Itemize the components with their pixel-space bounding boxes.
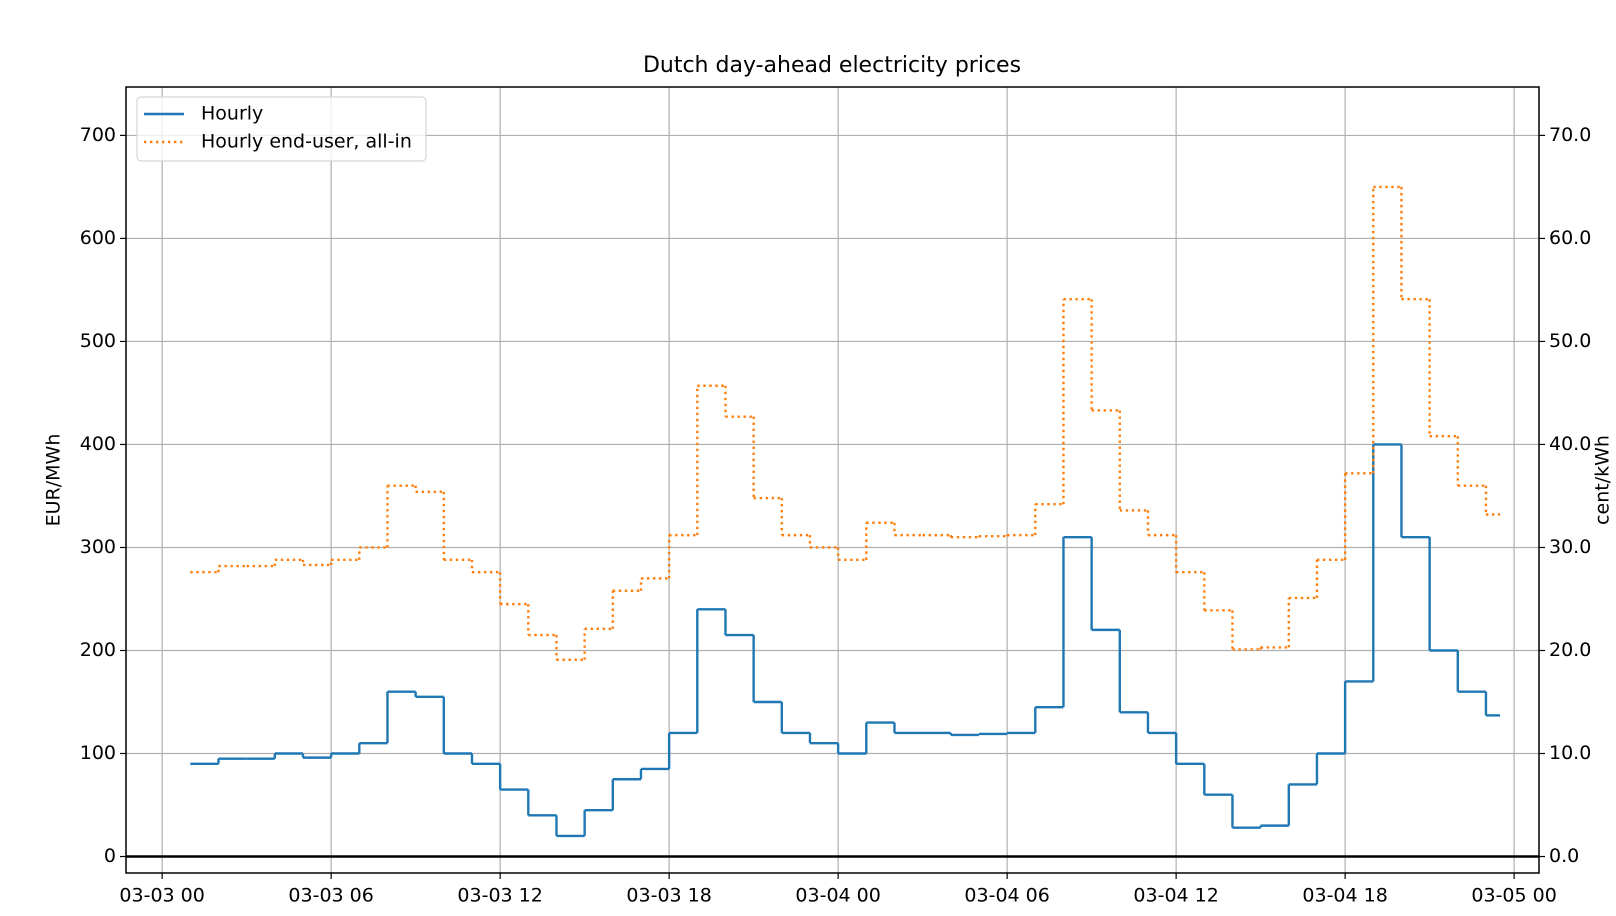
y-tick-label: 400 (80, 433, 116, 455)
y-tick-label: 600 (80, 227, 116, 249)
legend-label: Hourly end-user, all-in (201, 131, 412, 153)
y2-tick-label: 40.0 (1549, 433, 1591, 455)
legend-box (136, 96, 427, 162)
legend-label: Hourly (201, 103, 263, 125)
x-tick-label: 03-04 12 (1133, 885, 1218, 907)
legend: Hourly Hourly end-user, all-in (136, 96, 427, 162)
x-tick-label: 03-04 06 (964, 885, 1049, 907)
x-tick-label: 03-05 00 (1471, 885, 1556, 907)
chart-title: Dutch day-ahead electricity prices (643, 53, 1021, 78)
y2-tick-label: 0.0 (1549, 845, 1579, 867)
y-tick-label: 700 (80, 124, 116, 146)
y2-tick-label: 30.0 (1549, 536, 1591, 558)
y-tick-label: 200 (80, 639, 116, 661)
series (190, 443, 1501, 838)
y-tick-label: 500 (80, 330, 116, 352)
y2-tick-label: 10.0 (1549, 742, 1591, 764)
y-tick-label: 0 (104, 845, 116, 867)
y2-tick-label: 50.0 (1549, 330, 1591, 352)
x-tick-label: 03-03 06 (288, 885, 373, 907)
x-tick-label: 03-04 00 (795, 885, 880, 907)
y-axis-label: EUR/MWh (43, 434, 65, 527)
y-tick-label: 100 (80, 742, 116, 764)
y2-tick-label: 60.0 (1549, 227, 1591, 249)
x-tick-label: 03-03 00 (119, 885, 204, 907)
y2-tick-label: 20.0 (1549, 639, 1591, 661)
y2-axis-label: cent/kWh (1592, 435, 1614, 525)
plot-frame (125, 86, 1540, 874)
series (190, 185, 1501, 661)
x-tick-label: 03-03 18 (626, 885, 711, 907)
x-tick-label: 03-03 12 (457, 885, 542, 907)
y-tick-label: 300 (80, 536, 116, 558)
x-tick-label: 03-04 18 (1302, 885, 1387, 907)
y2-tick-label: 70.0 (1549, 124, 1591, 146)
